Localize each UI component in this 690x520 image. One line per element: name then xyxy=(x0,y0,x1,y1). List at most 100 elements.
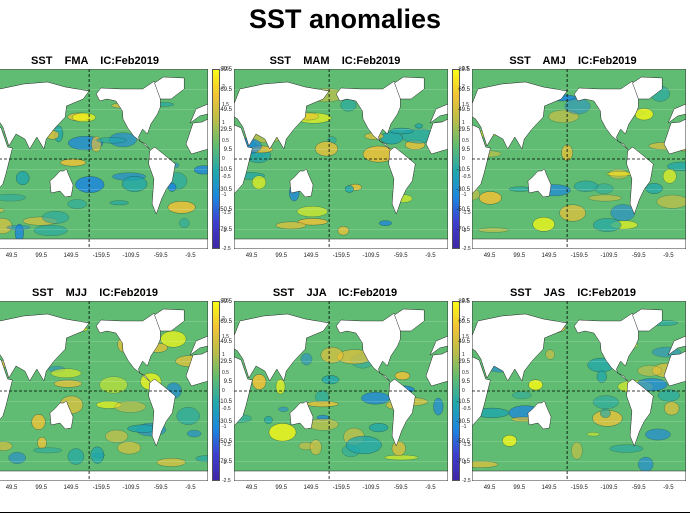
land-mass xyxy=(626,378,654,447)
anomaly-contour xyxy=(296,205,328,217)
y-tick-label: 89.5 xyxy=(220,298,232,305)
anomaly-contour xyxy=(167,200,196,214)
colorbar-tick-label: -0.5 xyxy=(222,406,231,412)
x-tick-label: 99.5 xyxy=(513,485,526,491)
land-mass xyxy=(632,76,663,100)
anomaly-contour xyxy=(337,225,350,236)
colorbar-tick-label: 0.5 xyxy=(462,138,469,144)
colorbar-tick-label: 0.5 xyxy=(222,138,229,144)
land-mass xyxy=(394,308,425,332)
anomaly-contour xyxy=(114,400,146,413)
x-tick-label: 49.5 xyxy=(483,253,496,259)
colorbar-tick-label: 1 xyxy=(462,352,465,358)
colorbar-tick-label: 1.5 xyxy=(462,334,469,340)
colorbar-tick-label: -2.5 xyxy=(462,478,471,484)
y-axis-labels: 89.5 69.5 49.5 29.5 9.5 -10.5 -30.5 -50.5 -70.5 xyxy=(448,67,470,249)
anomaly-contour xyxy=(414,123,424,129)
anomaly-contour xyxy=(0,218,13,234)
y-tick-label: -70.5 xyxy=(456,458,470,465)
x-tick-label: -109.5 xyxy=(600,485,618,491)
anomaly-contour xyxy=(275,221,307,230)
land-mass xyxy=(472,313,568,382)
anomaly-contour xyxy=(179,218,190,229)
anomaly-contour xyxy=(528,379,543,391)
x-tick-label: -109.5 xyxy=(122,253,140,259)
anomaly-contour xyxy=(477,227,509,233)
land-mass xyxy=(527,400,552,430)
sst-map xyxy=(234,301,448,481)
panel-title: SST FMA IC:Feb2019 xyxy=(31,55,159,67)
anomaly-contour xyxy=(588,194,622,202)
anomaly-contour xyxy=(667,161,686,171)
anomaly-contour xyxy=(657,389,680,402)
sst-map xyxy=(472,301,686,481)
land-mass xyxy=(425,350,448,387)
y-tick-label: 9.5 xyxy=(461,378,470,385)
x-tick-label: -59.5 xyxy=(153,253,168,259)
anomaly-contour xyxy=(361,391,390,405)
anomaly-contour xyxy=(599,408,611,419)
land-mass xyxy=(388,378,416,447)
anomaly-contour xyxy=(90,446,105,464)
land-mass xyxy=(234,124,253,195)
anomaly-contour xyxy=(662,169,677,184)
anomaly-contour xyxy=(472,460,499,468)
anomaly-contour xyxy=(321,375,340,385)
colorbar-tick-label: -1.5 xyxy=(222,442,231,448)
colorbar-tick-label: 2 xyxy=(462,316,465,322)
x-tick-label: -9.5 xyxy=(185,253,196,259)
anomaly-contour xyxy=(60,158,86,167)
colorbar-tick-label: -1 xyxy=(222,192,227,198)
land-mass xyxy=(663,118,686,155)
land-mass xyxy=(185,118,208,155)
x-tick-label: 99.5 xyxy=(35,485,48,491)
anomaly-contour xyxy=(67,448,85,465)
x-tick-label: 99.5 xyxy=(35,253,48,259)
x-tick-label: -59.5 xyxy=(631,485,646,491)
anomaly-contour xyxy=(609,444,644,453)
anomaly-contour xyxy=(634,108,654,121)
colorbar-tick-label: 2 xyxy=(222,84,225,90)
anomaly-contour xyxy=(99,376,128,394)
colorbar-tick-label: 0 xyxy=(222,156,225,162)
land-mass xyxy=(185,350,208,387)
x-tick-label: -9.5 xyxy=(185,485,196,491)
y-tick-label: -30.5 xyxy=(456,186,470,193)
land-mass xyxy=(0,359,13,420)
anomaly-contour xyxy=(297,218,328,226)
anomaly-contour xyxy=(637,456,654,472)
y-tick-label: 69.5 xyxy=(458,318,470,325)
y-tick-label: -50.5 xyxy=(218,206,232,213)
anomaly-contour xyxy=(53,379,82,388)
land-mass xyxy=(573,312,639,383)
anomaly-contour xyxy=(31,414,46,430)
sst-panel-amj: SST AMJ IC:Feb2019 89.5 69.5 49.5 29.5 9.5 -10… xyxy=(448,55,690,283)
anomaly-contour xyxy=(109,200,129,206)
anomaly-contour xyxy=(72,112,96,123)
anomaly-contour xyxy=(391,441,406,456)
sst-map xyxy=(0,69,208,249)
x-tick-label: 99.5 xyxy=(275,253,288,259)
anomaly-contour xyxy=(251,175,267,190)
colorbar-tick-label: -0.5 xyxy=(462,174,471,180)
x-tick-label: -59.5 xyxy=(631,253,646,259)
land-mass xyxy=(49,400,74,430)
y-tick-label: 69.5 xyxy=(220,86,232,93)
land-mass xyxy=(0,313,90,382)
colorbar-tick-label: -1 xyxy=(222,424,227,430)
anomaly-contour xyxy=(15,171,30,186)
x-axis-labels: 49.5 99.5 149.5 -159.5 -109.5 -59.5 -9.5 xyxy=(472,253,686,263)
map-frame xyxy=(234,69,448,249)
map-frame xyxy=(0,69,208,249)
colorbar-tick-label: 2 xyxy=(462,84,465,90)
anomaly-contour xyxy=(176,407,200,425)
x-tick-label: 49.5 xyxy=(245,485,258,491)
y-tick-label: -70.5 xyxy=(218,458,232,465)
sst-map xyxy=(234,69,448,249)
sst-map-svg xyxy=(0,301,208,481)
land-mass xyxy=(95,80,161,151)
colorbar-tick-label: -2 xyxy=(222,460,227,466)
y-tick-label: 29.5 xyxy=(458,126,470,133)
colorbar-tick-label: 1.5 xyxy=(222,334,229,340)
colorbar xyxy=(212,69,220,249)
